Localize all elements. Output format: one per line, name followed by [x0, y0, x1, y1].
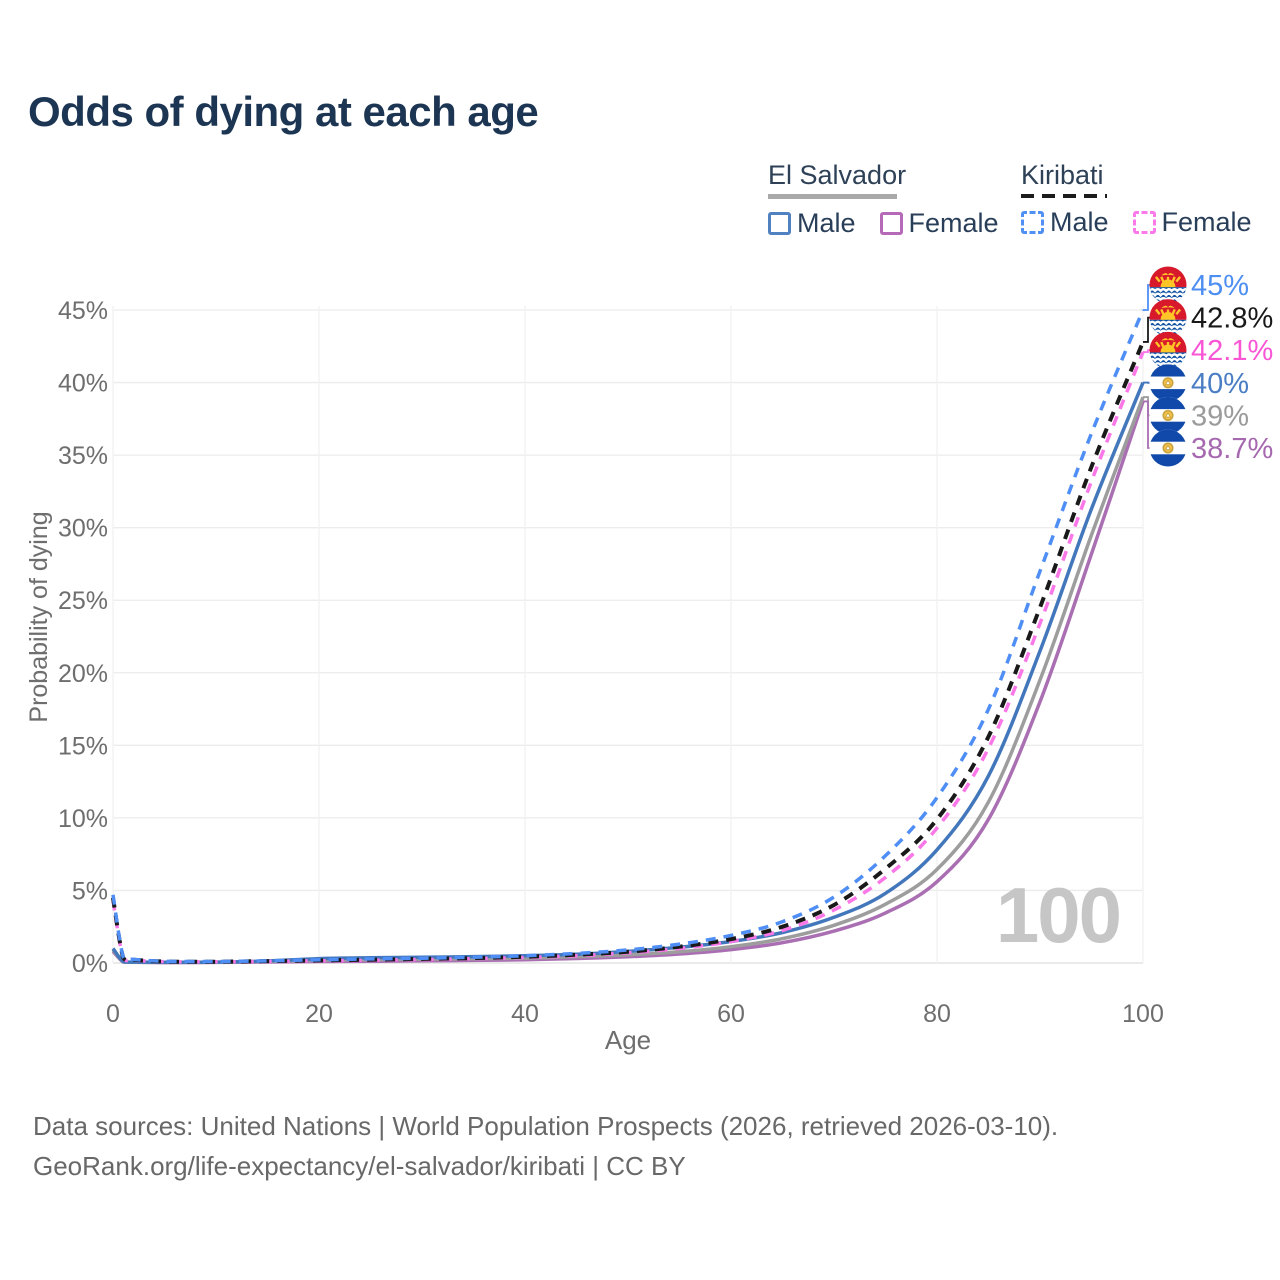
legend-group-el-salvador: El Salvador Male Female: [768, 160, 999, 239]
series-line-kiribati-male: [111, 309, 1145, 964]
series-line-el-salvador-both: [111, 396, 1145, 965]
kiribati-flag-icon: [1149, 299, 1187, 337]
legend-label-el-salvador-male: Male: [797, 208, 856, 238]
end-value-label: 39%: [1191, 400, 1249, 432]
legend-item-kiribati-female[interactable]: Female: [1132, 207, 1252, 238]
legend-item-kiribati-male[interactable]: Male: [1021, 207, 1109, 238]
legend-label-kiribati-male: Male: [1050, 207, 1109, 237]
end-value-label: 38.7%: [1191, 433, 1273, 465]
el-salvador-flag-icon: [1149, 364, 1187, 402]
attribution-text: GeoRank.org/life-expectancy/el-salvador/…: [33, 1151, 686, 1181]
y-axis-title: Probability of dying: [25, 511, 53, 722]
y-tick-label: 10%: [58, 805, 108, 833]
legend-item-el-salvador-male[interactable]: Male: [768, 208, 856, 239]
end-label-connector: [1143, 400, 1151, 449]
y-tick-label: 5%: [72, 877, 108, 905]
x-axis-title: Age: [605, 1025, 651, 1055]
x-tick-label: 80: [923, 1000, 951, 1028]
legend-item-el-salvador-female[interactable]: Female: [879, 208, 999, 239]
end-label-connector: [1143, 316, 1151, 343]
data-sources-text: Data sources: United Nations | World Pop…: [33, 1111, 1059, 1141]
el-salvador-solid-line-swatch: [768, 194, 897, 199]
x-tick-label: 100: [1122, 1000, 1164, 1028]
age-watermark: 100: [996, 871, 1120, 959]
y-tick-label: 0%: [72, 950, 108, 978]
legend-group-kiribati: Kiribati Male Female: [1021, 160, 1252, 238]
legend-label-el-salvador-female: Female: [908, 208, 999, 238]
checkbox-kiribati-female: [1132, 211, 1156, 234]
legend-group-title-kiribati: Kiribati: [1021, 160, 1104, 190]
x-tick-label: 60: [717, 1000, 745, 1028]
legend-group-title-el-salvador: El Salvador: [768, 160, 907, 190]
x-tick-label: 0: [106, 1000, 120, 1028]
checkbox-kiribati-male: [1021, 211, 1044, 234]
el-salvador-flag-icon: [1149, 429, 1187, 467]
y-tick-label: 30%: [58, 515, 108, 543]
y-tick-label: 15%: [58, 732, 108, 760]
x-tick-label: 40: [511, 1000, 539, 1028]
legend-label-kiribati-female: Female: [1161, 207, 1252, 237]
series-line-kiribati-both: [111, 341, 1145, 964]
series-line-el-salvador-female: [111, 400, 1145, 965]
footer: Data sources: United Nations | World Pop…: [33, 1106, 1058, 1186]
page-title: Odds of dying at each age: [28, 88, 539, 135]
checkbox-el-salvador-female: [879, 212, 903, 235]
x-tick-label: 20: [305, 1000, 333, 1028]
end-value-label: 40%: [1191, 368, 1249, 400]
series-line-kiribati-female: [111, 351, 1145, 964]
checkbox-el-salvador-male: [768, 212, 791, 235]
end-value-label: 45%: [1191, 270, 1249, 302]
kiribati-dashed-line-swatch: [1021, 194, 1107, 198]
y-tick-label: 20%: [58, 660, 108, 688]
end-value-label: 42.8%: [1191, 303, 1273, 335]
y-tick-label: 35%: [58, 442, 108, 470]
el-salvador-flag-icon: [1149, 396, 1187, 434]
kiribati-flag-icon: [1149, 266, 1187, 304]
end-value-label: 42.1%: [1191, 335, 1273, 367]
y-tick-label: 25%: [58, 587, 108, 615]
y-tick-label: 45%: [58, 297, 108, 325]
kiribati-flag-icon: [1149, 331, 1187, 369]
y-tick-label: 40%: [58, 370, 108, 398]
end-label-connector: [1143, 284, 1151, 311]
